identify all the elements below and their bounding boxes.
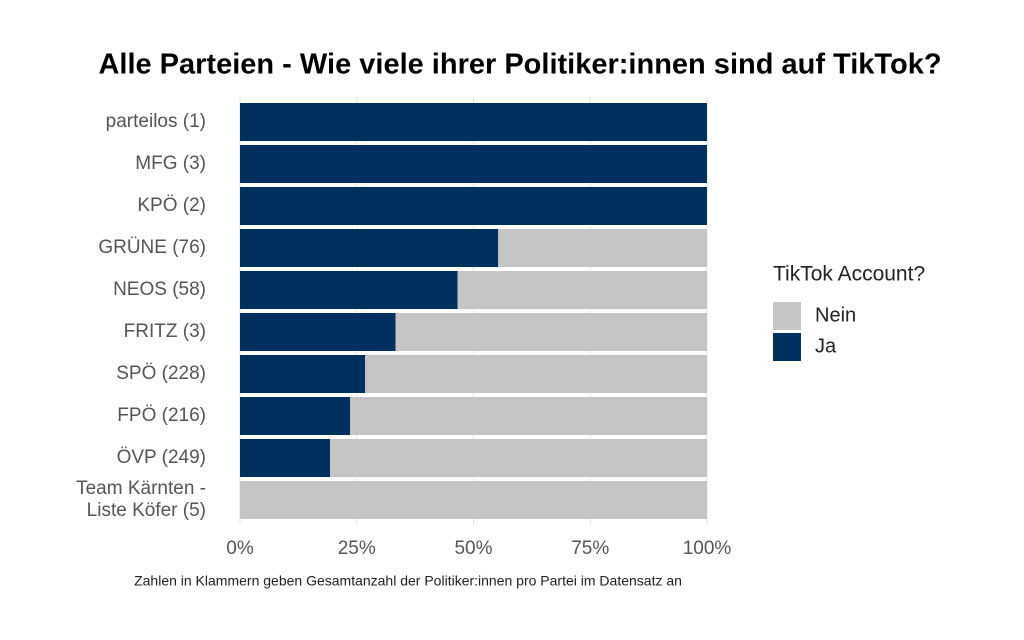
y-tick-label: parteilos (1): [105, 111, 206, 132]
bar-segment: [240, 103, 707, 141]
bar-segment: [240, 145, 707, 183]
caption: Zahlen in Klammern geben Gesamtanzahl de…: [134, 573, 682, 589]
chart-title: Alle Parteien - Wie viele ihrer Politike…: [98, 49, 941, 81]
bar-segment: [240, 271, 458, 309]
legend-title: TikTok Account?: [773, 263, 925, 286]
bar-segment: [330, 439, 707, 477]
y-tick-label: GRÜNE (76): [98, 237, 206, 258]
x-tick-label: 50%: [454, 538, 492, 559]
x-tick-label: 0%: [226, 538, 254, 559]
bar-segment: [457, 271, 707, 309]
bar-segment: [240, 229, 499, 267]
bar-segment: [240, 355, 366, 393]
x-tick-label: 75%: [571, 538, 609, 559]
y-tick-label: FRITZ (3): [123, 321, 206, 342]
legend-swatch: [773, 333, 801, 361]
x-tick-label: 25%: [338, 538, 376, 559]
bar-segment: [240, 439, 331, 477]
bar-segment: [240, 187, 707, 225]
y-tick-label: FPÖ (216): [117, 405, 206, 426]
y-tick-label: NEOS (58): [113, 279, 206, 300]
x-tick-label: 100%: [683, 538, 732, 559]
bar-segment: [365, 355, 707, 393]
legend-label: Ja: [815, 335, 837, 357]
bar-segment: [240, 397, 351, 435]
y-tick-label: KPÖ (2): [137, 195, 206, 216]
bar-segment: [395, 313, 707, 351]
legend-swatch: [773, 302, 801, 330]
y-tick-label: Team Kärnten - Liste Köfer (5): [76, 478, 206, 521]
bar-segment: [350, 397, 707, 435]
bar-segment: [240, 313, 396, 351]
legend-label: Nein: [815, 304, 856, 326]
y-tick-label: SPÖ (228): [116, 363, 206, 384]
bar-segment: [498, 229, 707, 267]
y-tick-label: MFG (3): [135, 153, 206, 174]
bar-segment: [240, 481, 707, 519]
y-tick-label: ÖVP (249): [116, 447, 206, 468]
